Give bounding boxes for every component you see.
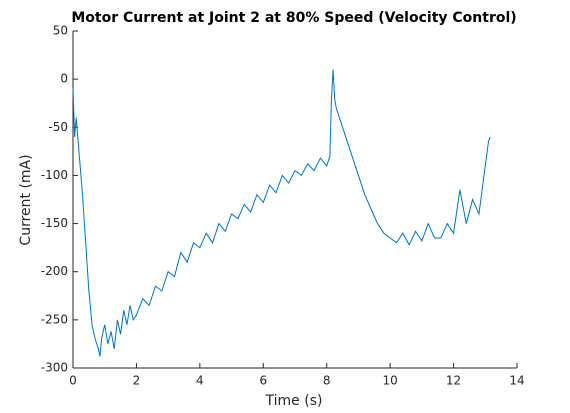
y-tick-label: -100 bbox=[41, 168, 68, 182]
x-axis-label: Time (s) bbox=[265, 393, 323, 409]
y-axis-label: Current (mA) bbox=[18, 154, 34, 245]
x-tick-label: 14 bbox=[509, 374, 524, 388]
x-tick-label: 8 bbox=[323, 374, 331, 388]
x-tick-label: 2 bbox=[133, 374, 141, 388]
y-tick-label: -200 bbox=[41, 264, 68, 278]
y-tick-label: 50 bbox=[53, 24, 68, 38]
x-tick-label: 6 bbox=[259, 374, 267, 388]
x-tick-label: 4 bbox=[196, 374, 204, 388]
x-tick-label: 10 bbox=[383, 374, 398, 388]
y-tick-label: -50 bbox=[48, 120, 68, 134]
y-tick-label: -300 bbox=[41, 361, 68, 375]
x-tick-label: 12 bbox=[446, 374, 461, 388]
y-tick-label: -150 bbox=[41, 216, 68, 230]
y-tick-label: 0 bbox=[60, 72, 68, 86]
x-tick-label: 0 bbox=[69, 374, 77, 388]
data-line bbox=[72, 69, 491, 357]
chart-title: Motor Current at Joint 2 at 80% Speed (V… bbox=[71, 10, 516, 26]
y-tick-label: -250 bbox=[41, 312, 68, 326]
